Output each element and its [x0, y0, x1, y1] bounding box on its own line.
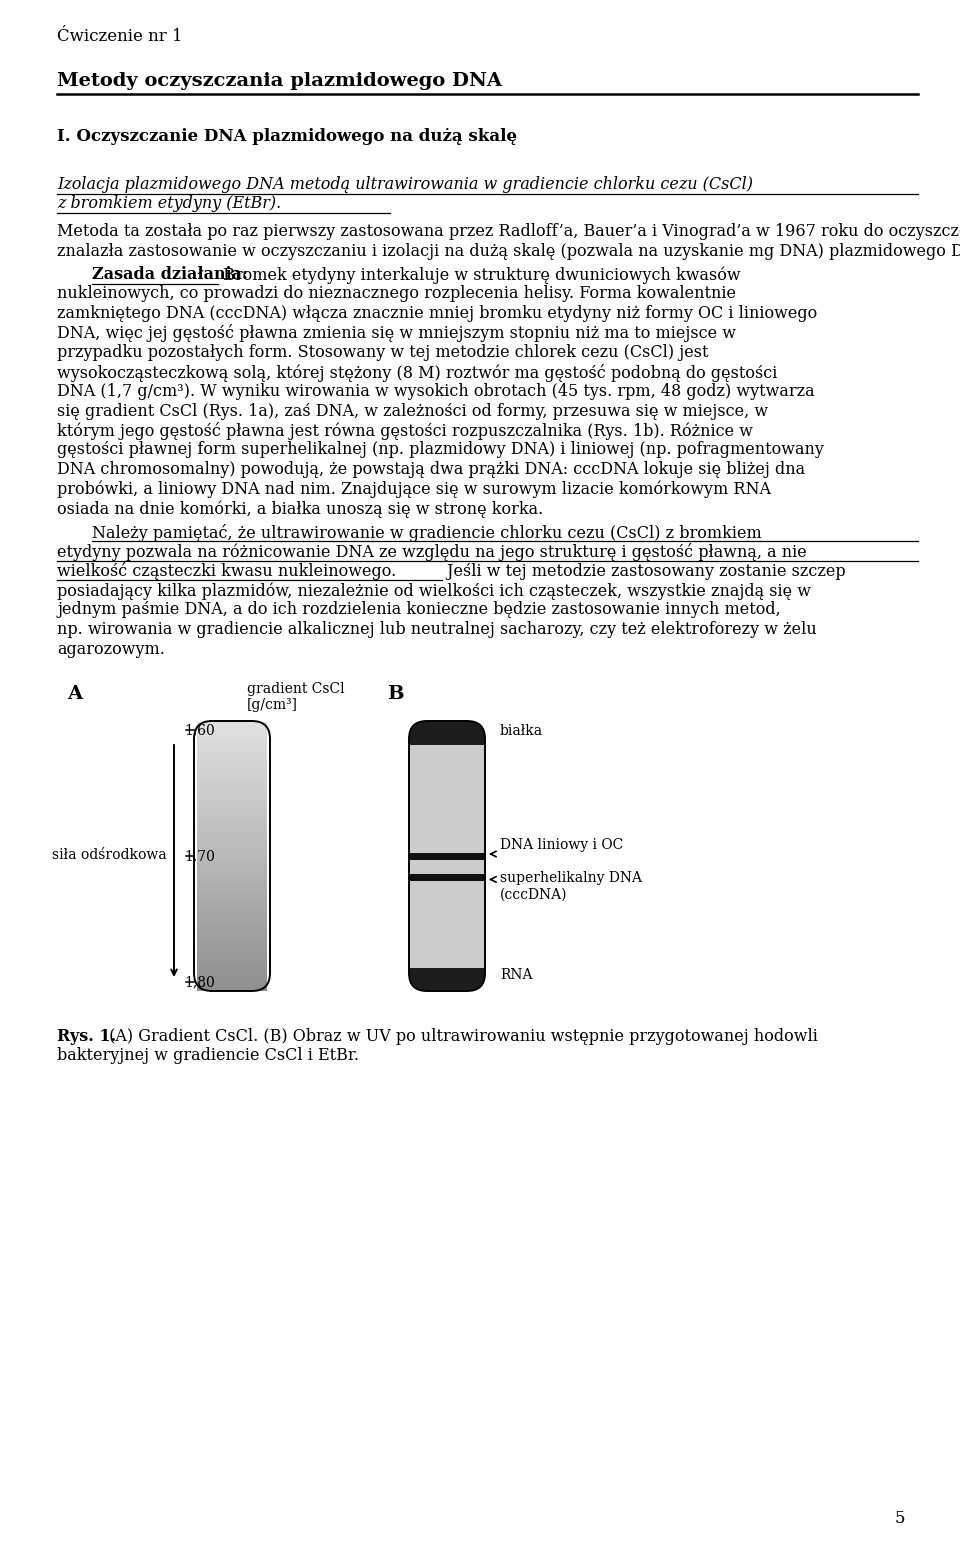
Text: Izolacja plazmidowego DNA metodą ultrawirowania w gradiencie chlorku cezu (CsCl): Izolacja plazmidowego DNA metodą ultrawi…	[57, 176, 753, 193]
Text: etydyny pozwala na różnicowanie DNA ze względu na jego strukturę i gęstość pławn: etydyny pozwala na różnicowanie DNA ze w…	[57, 542, 806, 561]
Text: Zasada działania:: Zasada działania:	[92, 266, 248, 283]
Text: osiada na dnie komórki, a białka unoszą się w stronę korka.: osiada na dnie komórki, a białka unoszą …	[57, 501, 543, 518]
Text: 1,70: 1,70	[184, 850, 215, 864]
Text: znalazła zastosowanie w oczyszczaniu i izolacji na dużą skalę (pozwala na uzyska: znalazła zastosowanie w oczyszczaniu i i…	[57, 243, 960, 260]
Text: bakteryjnej w gradiencie CsCl i EtBr.: bakteryjnej w gradiencie CsCl i EtBr.	[57, 1048, 359, 1065]
Text: się gradient CsCl (Rys. 1a), zaś DNA, w zależności od formy, przesuwa się w miej: się gradient CsCl (Rys. 1a), zaś DNA, w …	[57, 403, 768, 420]
Text: 1,60: 1,60	[184, 723, 215, 737]
Text: wielkość cząsteczki kwasu nukleinowego.: wielkość cząsteczki kwasu nukleinowego.	[57, 562, 396, 581]
Text: Ćwiczenie nr 1: Ćwiczenie nr 1	[57, 28, 182, 45]
Text: 5: 5	[895, 1509, 905, 1526]
Text: gęstości pławnej form superhelikalnej (np. plazmidowy DNA) i liniowej (np. pofra: gęstości pławnej form superhelikalnej (n…	[57, 442, 824, 459]
Text: A: A	[67, 684, 83, 703]
Text: Rys. 1.: Rys. 1.	[57, 1027, 116, 1044]
Text: białka: białka	[500, 725, 543, 739]
Text: B: B	[387, 684, 403, 703]
Text: [g/cm³]: [g/cm³]	[247, 698, 298, 712]
Text: probówki, a liniowy DNA nad nim. Znajdujące się w surowym lizacie komórkowym RNA: probówki, a liniowy DNA nad nim. Znajduj…	[57, 480, 771, 497]
Text: DNA, więc jej gęstość pławna zmienia się w mniejszym stopniu niż ma to miejsce w: DNA, więc jej gęstość pławna zmienia się…	[57, 324, 736, 343]
Text: zamkniętego DNA (cccDNA) włącza znacznie mniej bromku etydyny niż formy OC i lin: zamkniętego DNA (cccDNA) włącza znacznie…	[57, 304, 817, 321]
Text: nukleinowych, co prowadzi do nieznacznego rozplecenia helisy. Forma kowalentnie: nukleinowych, co prowadzi do nieznaczneg…	[57, 286, 736, 303]
Text: z bromkiem etydyny (EtBr).: z bromkiem etydyny (EtBr).	[57, 196, 281, 213]
Text: 1,80: 1,80	[184, 975, 215, 989]
Text: przypadku pozostałych form. Stosowany w tej metodzie chlorek cezu (CsCl) jest: przypadku pozostałych form. Stosowany w …	[57, 345, 708, 362]
Text: RNA: RNA	[500, 969, 533, 983]
Text: agarozowym.: agarozowym.	[57, 641, 165, 658]
Text: superhelikalny DNA
(cccDNA): superhelikalny DNA (cccDNA)	[500, 871, 642, 902]
Text: (A) Gradient CsCl. (B) Obraz w UV po ultrawirowaniu wstępnie przygotowanej hodow: (A) Gradient CsCl. (B) Obraz w UV po ult…	[104, 1027, 818, 1044]
Text: Bromek etydyny interkaluje w strukturę dwuniciowych kwasów: Bromek etydyny interkaluje w strukturę d…	[218, 266, 740, 283]
Text: którym jego gęstość pławna jest równa gęstości rozpuszczalnika (Rys. 1b). Różnic: którym jego gęstość pławna jest równa gę…	[57, 422, 753, 440]
Text: Metoda ta została po raz pierwszy zastosowana przez Radloff’a, Bauer’a i Vinogra: Metoda ta została po raz pierwszy zastos…	[57, 222, 960, 241]
Text: I. Oczyszczanie DNA plazmidowego na dużą skalę: I. Oczyszczanie DNA plazmidowego na dużą…	[57, 128, 517, 145]
Text: Należy pamiętać, że ultrawirowanie w gradiencie chlorku cezu (CsCl) z bromkiem: Należy pamiętać, że ultrawirowanie w gra…	[92, 524, 761, 541]
Text: posiadający kilka plazmidów, niezależnie od wielkości ich cząsteczek, wszystkie : posiadający kilka plazmidów, niezależnie…	[57, 582, 811, 599]
Text: wysokocząsteczkową solą, której stężony (8 M) roztwór ma gęstość podobną do gęst: wysokocząsteczkową solą, której stężony …	[57, 363, 778, 382]
FancyBboxPatch shape	[409, 722, 485, 990]
Text: siła odśrodkowa: siła odśrodkowa	[52, 848, 167, 862]
FancyBboxPatch shape	[409, 956, 485, 990]
Text: DNA liniowy i OC: DNA liniowy i OC	[500, 837, 623, 851]
Text: gradient CsCl: gradient CsCl	[247, 681, 345, 695]
Text: DNA (1,7 g/cm³). W wyniku wirowania w wysokich obrotach (45 tys. rpm, 48 godz) w: DNA (1,7 g/cm³). W wyniku wirowania w wy…	[57, 383, 815, 400]
Text: Jeśli w tej metodzie zastosowany zostanie szczep: Jeśli w tej metodzie zastosowany zostani…	[442, 562, 846, 579]
Text: Metody oczyszczania plazmidowego DNA: Metody oczyszczania plazmidowego DNA	[57, 73, 502, 90]
FancyBboxPatch shape	[409, 722, 485, 756]
Text: np. wirowania w gradiencie alkalicznej lub neutralnej sacharozy, czy też elektro: np. wirowania w gradiencie alkalicznej l…	[57, 621, 817, 638]
Text: jednym paśmie DNA, a do ich rozdzielenia konieczne będzie zastosowanie innych me: jednym paśmie DNA, a do ich rozdzielenia…	[57, 601, 780, 618]
Text: DNA chromosomalny) powodują, że powstają dwa prążki DNA: cccDNA lokuje się bliże: DNA chromosomalny) powodują, że powstają…	[57, 460, 805, 477]
